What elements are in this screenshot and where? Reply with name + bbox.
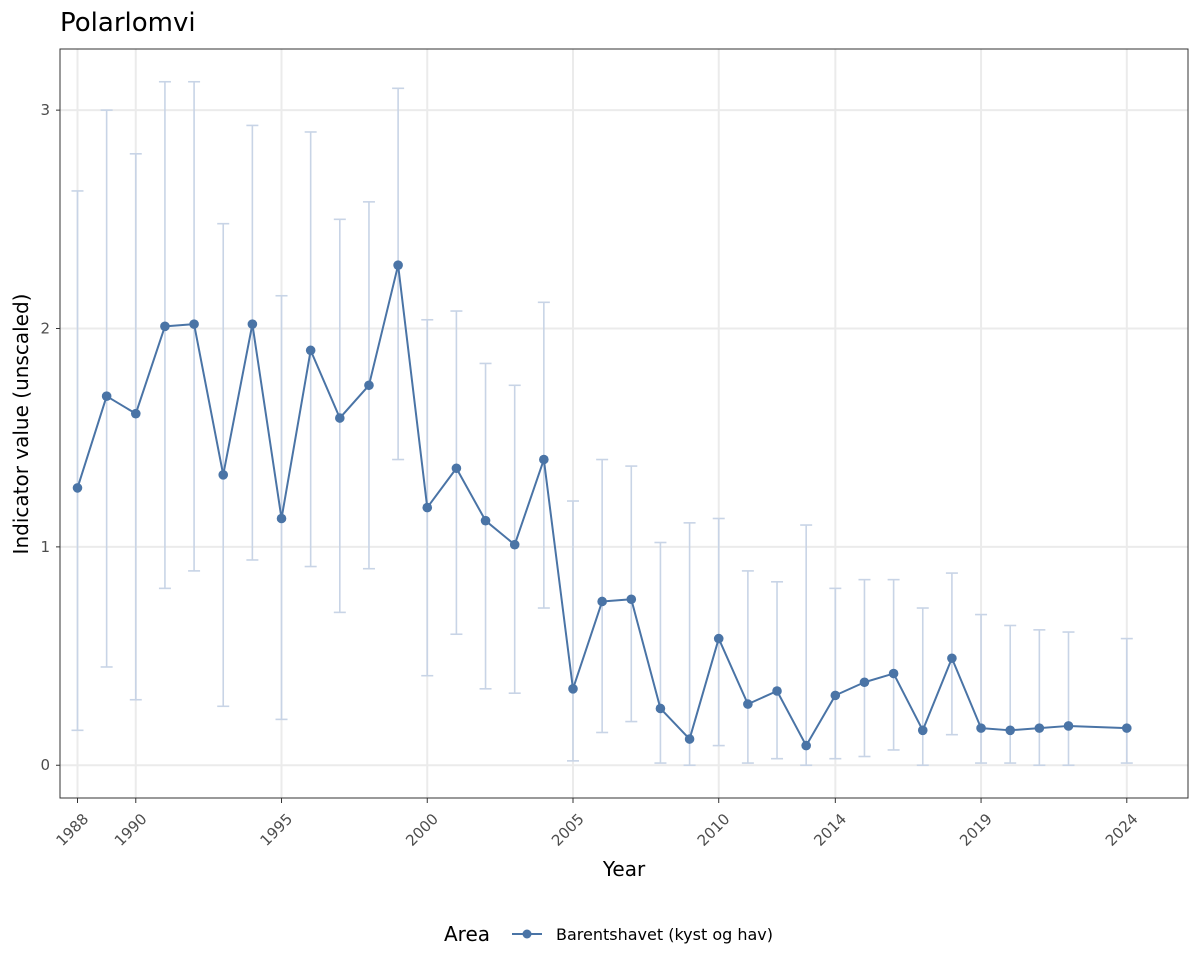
data-point [568, 684, 578, 694]
x-tick-label: 2024 [1102, 810, 1142, 850]
legend-label: Barentshavet (kyst og hav) [556, 925, 773, 944]
y-tick-label: 1 [40, 538, 50, 556]
data-point [626, 594, 637, 605]
data-point [947, 653, 957, 664]
data-point [917, 725, 928, 736]
legend-key-marker [522, 929, 532, 939]
data-point [509, 539, 520, 550]
x-tick-label: 1990 [111, 810, 151, 850]
x-tick-label: 1988 [53, 810, 93, 850]
x-tick-label: 2019 [956, 810, 996, 850]
y-tick-label: 2 [40, 320, 50, 338]
data-point [218, 470, 229, 480]
y-axis-title: Indicator value (unscaled) [9, 294, 33, 555]
y-tick-label: 3 [40, 101, 50, 119]
x-tick-label: 2005 [548, 810, 588, 850]
grid-lines [60, 49, 1188, 798]
data-point [1034, 723, 1045, 733]
series-line-layer [76, 264, 1127, 747]
legend-title: Area [444, 922, 490, 946]
x-axis-ticks: 1988 1990 1995 2000 2005 2010 2014 2019 2024 [53, 798, 1142, 850]
x-tick-label: 2000 [402, 810, 442, 850]
data-point [276, 513, 287, 524]
data-points [72, 260, 1132, 751]
legend: Area Barentshavet (kyst og hav) [444, 922, 773, 946]
data-point [422, 502, 433, 513]
data-point [888, 668, 899, 679]
y-axis-ticks: 0 1 2 3 [40, 101, 60, 774]
data-point [247, 319, 258, 329]
plot-panel-border [59, 48, 1189, 799]
data-point [801, 740, 811, 751]
data-point [480, 515, 491, 526]
data-point [305, 345, 316, 356]
data-point [743, 699, 753, 709]
data-point [72, 483, 83, 493]
data-point [976, 723, 986, 733]
data-point [713, 633, 724, 644]
data-point [655, 703, 666, 714]
data-point [451, 463, 462, 474]
data-point [393, 260, 403, 270]
data-point [1063, 721, 1074, 731]
data-point [101, 391, 112, 402]
data-point [364, 380, 374, 391]
x-tick-label: 2010 [694, 810, 734, 850]
data-point [597, 596, 607, 607]
y-tick-label: 0 [40, 756, 50, 774]
series-line [76, 264, 1127, 747]
data-point [1121, 723, 1132, 733]
data-point [160, 321, 170, 332]
x-tick-label: 2014 [810, 810, 850, 850]
x-tick-label: 1995 [257, 810, 297, 850]
data-point [830, 690, 841, 701]
data-point [1005, 725, 1016, 736]
data-point [130, 408, 141, 419]
data-point [684, 734, 695, 744]
chart-title: Polarlomvi [60, 8, 196, 38]
x-axis-title: Year [602, 857, 646, 881]
error-bars [71, 80, 1133, 767]
data-point [539, 454, 549, 465]
data-point [772, 686, 782, 696]
data-point [189, 319, 199, 329]
data-point [859, 677, 870, 688]
data-point [335, 413, 345, 423]
